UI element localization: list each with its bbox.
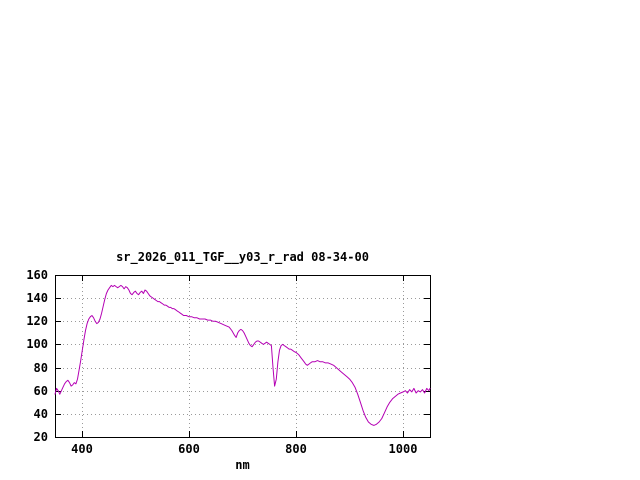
y-tick-label: 120	[26, 314, 48, 328]
x-axis-label: nm	[235, 458, 250, 472]
x-tick-label: 400	[71, 442, 93, 456]
x-tick-label: 600	[178, 442, 200, 456]
y-tick-label: 140	[26, 291, 48, 305]
y-tick-label: 40	[34, 407, 48, 421]
x-tick-label: 800	[285, 442, 307, 456]
plot-frame	[55, 275, 431, 438]
x-tick-label: 1000	[389, 442, 418, 456]
y-tick-label: 100	[26, 337, 48, 351]
y-tick-label: 60	[34, 384, 48, 398]
spectrum-line	[54, 284, 431, 426]
chart-title: sr_2026_011_TGF__y03_r_rad 08-34-00	[116, 250, 369, 264]
y-tick-label: 80	[34, 361, 48, 375]
y-tick-label: 160	[26, 268, 48, 282]
y-tick-label: 20	[34, 430, 48, 444]
